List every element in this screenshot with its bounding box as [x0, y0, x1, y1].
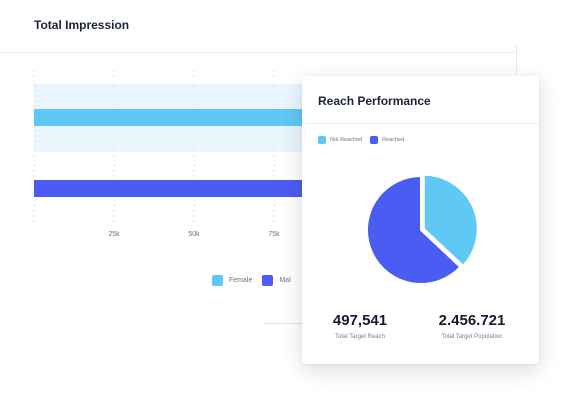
legend-item-reached[interactable]: Reached — [370, 136, 404, 144]
reach-performance-card: Reach Performance Not Reached Reached 49… — [302, 76, 539, 364]
pie-slice-reached — [366, 174, 462, 285]
legend-label-male: Mal — [279, 277, 291, 284]
legend-swatch-male — [262, 275, 274, 286]
pie-slice-not-reached — [422, 174, 477, 268]
legend-swatch-not-reached — [318, 136, 326, 144]
legend-item-male[interactable]: Mal — [262, 275, 291, 286]
x-tick-label: 50k — [188, 231, 200, 238]
x-tick-label: 75k — [268, 231, 280, 238]
card-bottom-edge — [264, 323, 304, 324]
reach-performance-title: Reach Performance — [318, 94, 431, 108]
impression-legend: Female Mal — [212, 275, 301, 286]
stat-value: 2.456.721 — [438, 312, 506, 329]
popup-divider — [302, 123, 539, 124]
card-edge-line — [516, 44, 517, 74]
legend-swatch-female — [212, 275, 223, 286]
stat-value: 497,541 — [332, 312, 388, 329]
stat-total-target-population: 2.456.721 Total Target Population — [430, 312, 514, 340]
stat-label: Total Target Reach — [335, 334, 385, 340]
legend-swatch-reached — [370, 136, 379, 144]
legend-label-female: Female — [229, 277, 253, 284]
legend-label-reached: Reached — [382, 137, 405, 143]
bar-female — [34, 109, 354, 126]
stat-total-target-reach: 497,541 Total Target Reach — [322, 312, 398, 340]
legend-label-not-reached: Not Reached — [330, 137, 363, 143]
reach-pie-chart — [366, 174, 477, 285]
bar-mal — [34, 180, 354, 197]
card-title: Total Impression — [34, 18, 130, 32]
x-tick-label: 25k — [108, 231, 120, 238]
reach-legend: Not Reached Reached — [318, 136, 412, 144]
legend-item-not-reached[interactable]: Not Reached — [318, 136, 362, 144]
legend-item-female[interactable]: Female — [212, 275, 252, 286]
card-header-divider — [0, 52, 517, 53]
stat-label: Total Target Population — [441, 334, 503, 340]
